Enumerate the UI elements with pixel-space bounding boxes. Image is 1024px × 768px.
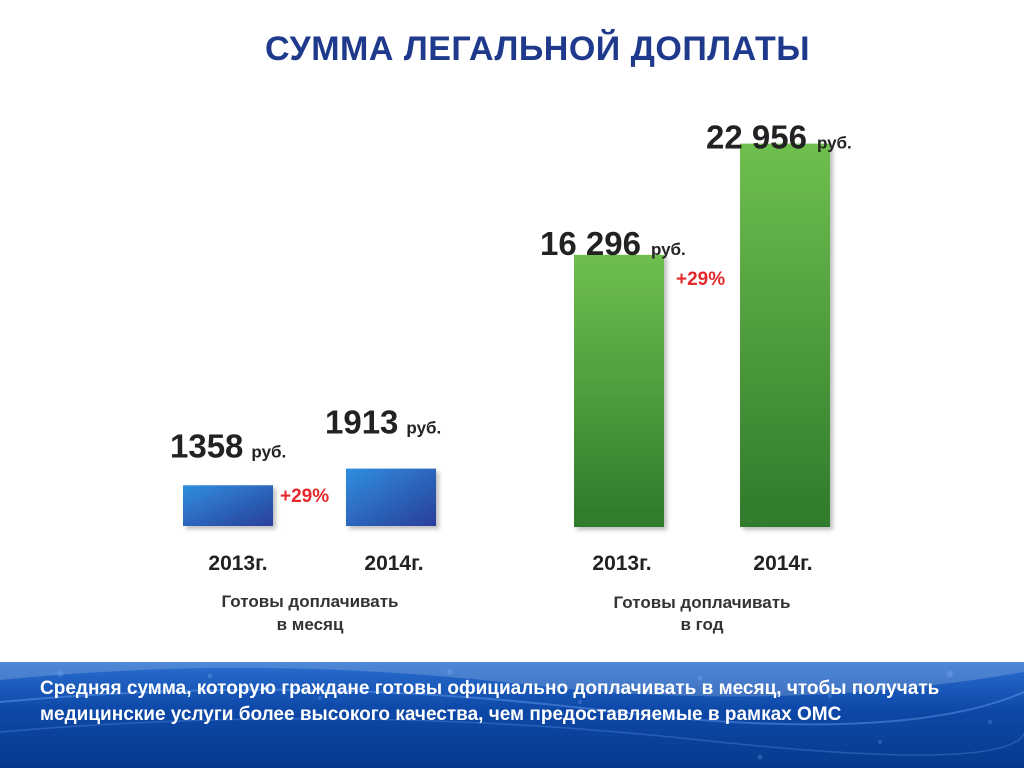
monthly-chart: 1358 руб. 2013г. 1913 руб. 2014г. +29% Готовы д… <box>170 404 441 634</box>
yearly-year-label-1: 2013г. <box>592 552 651 575</box>
monthly-year-label-2: 2014г. <box>364 552 423 575</box>
yearly-bar-1 <box>574 254 664 527</box>
monthly-bar-2 <box>346 468 436 526</box>
yearly-year-label-2: 2014г. <box>753 552 812 575</box>
monthly-growth-label: +29% <box>280 486 329 507</box>
footer-banner: Средняя сумма, которую граждане готовы о… <box>0 662 1024 768</box>
monthly-year-label-1: 2013г. <box>208 552 267 575</box>
yearly-group-caption-line-1: Готовы доплачивать <box>614 593 791 612</box>
yearly-growth-label: +29% <box>676 269 725 290</box>
yearly-chart: 16 296 руб. 2013г. 22 956 руб. 2014г. +29% Гото… <box>540 119 852 634</box>
bar-charts: 1358 руб. 2013г. 1913 руб. 2014г. +29% Готовы д… <box>170 119 852 634</box>
yearly-bar-2 <box>740 143 830 527</box>
footer-caption: Средняя сумма, которую граждане готовы о… <box>40 678 940 725</box>
yearly-value-label-2: 22 956 руб. <box>706 119 852 156</box>
yearly-value-label-1: 16 296 руб. <box>540 225 686 262</box>
monthly-value-label-1: 1358 руб. <box>170 427 286 464</box>
monthly-group-caption-line-2: в месяц <box>277 615 344 634</box>
monthly-bar-1 <box>183 485 273 526</box>
footer-decoration <box>0 662 1024 760</box>
monthly-value-label-2: 1913 руб. <box>325 404 441 441</box>
monthly-group-caption-line-1: Готовы доплачивать <box>222 592 399 611</box>
yearly-group-caption-line-2: в год <box>681 615 724 634</box>
slide-title: СУММА ЛЕГАЛЬНОЙ ДОПЛАТЫ <box>264 30 811 68</box>
